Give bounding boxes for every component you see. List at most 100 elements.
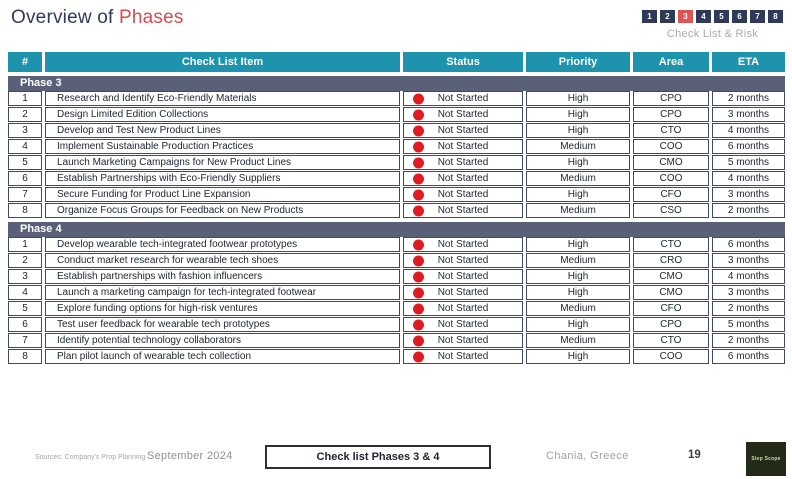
cell-priority: High (526, 269, 630, 284)
cell-eta: 2 months (712, 301, 785, 316)
cell-status: Not Started (403, 333, 523, 348)
pager-tab-2[interactable]: 2 (660, 10, 675, 23)
table-row: 8 Organize Focus Groups for Feedback on N… (8, 203, 785, 218)
cell-area: CTO (633, 123, 709, 138)
cell-status: Not Started (403, 91, 523, 106)
cell-area: CPO (633, 317, 709, 332)
status-label: Not Started (437, 287, 489, 298)
cell-checklist-item: Secure Funding for Product Line Expansio… (45, 187, 400, 202)
section-rows: 1 Develop wearable tech-integrated footwe… (8, 237, 785, 364)
cell-checklist-item: Develop and Test New Product Lines (45, 123, 400, 138)
header-eta: ETA (712, 52, 785, 72)
cell-checklist-item: Develop wearable tech-integrated footwea… (45, 237, 400, 252)
header-area: Area (633, 52, 709, 72)
cell-row-number: 2 (8, 253, 42, 268)
cell-status: Not Started (403, 155, 523, 170)
cell-area: CSO (633, 203, 709, 218)
status-label: Not Started (437, 157, 489, 168)
status-dot-icon (413, 255, 424, 266)
table-row: 2 Conduct market research for wearable te… (8, 253, 785, 268)
cell-status: Not Started (403, 349, 523, 364)
header-item: Check List Item (45, 52, 400, 72)
status-dot-icon (413, 271, 424, 282)
cell-priority: High (526, 285, 630, 300)
pager-tab-6[interactable]: 6 (732, 10, 747, 23)
cell-status: Not Started (403, 107, 523, 122)
pager-tab-3[interactable]: 3 (678, 10, 693, 23)
table-row: 7 Secure Funding for Product Line Expansi… (8, 187, 785, 202)
header-status: Status (403, 52, 523, 72)
cell-priority: High (526, 107, 630, 122)
cell-priority: High (526, 237, 630, 252)
cell-status: Not Started (403, 285, 523, 300)
pager-tab-4[interactable]: 4 (696, 10, 711, 23)
cell-checklist-item: Research and Identify Eco-Friendly Mater… (45, 91, 400, 106)
cell-eta: 4 months (712, 171, 785, 186)
status-dot-icon (413, 125, 424, 136)
cell-checklist-item: Launch Marketing Campaigns for New Produ… (45, 155, 400, 170)
section-rows: 1 Research and Identify Eco-Friendly Mate… (8, 91, 785, 218)
title-highlight: Phases (119, 7, 184, 28)
cell-checklist-item: Launch a marketing campaign for tech-int… (45, 285, 400, 300)
status-dot-icon (413, 157, 424, 168)
cell-row-number: 6 (8, 317, 42, 332)
status-label: Not Started (437, 239, 489, 250)
table-row: 4 Implement Sustainable Production Practi… (8, 139, 785, 154)
cell-priority: High (526, 91, 630, 106)
table-row: 7 Identify potential technology collabora… (8, 333, 785, 348)
status-dot-icon (413, 189, 424, 200)
cell-priority: Medium (526, 301, 630, 316)
status-label: Not Started (437, 141, 489, 152)
cell-status: Not Started (403, 301, 523, 316)
header-num: # (8, 52, 42, 72)
cell-area: CTO (633, 333, 709, 348)
pager-tab-7[interactable]: 7 (750, 10, 765, 23)
cell-priority: High (526, 155, 630, 170)
status-label: Not Started (437, 93, 489, 104)
cell-status: Not Started (403, 253, 523, 268)
table-row: 3 Establish partnerships with fashion inf… (8, 269, 785, 284)
cell-eta: 3 months (712, 107, 785, 122)
cell-area: CRO (633, 253, 709, 268)
status-label: Not Started (437, 271, 489, 282)
cell-priority: Medium (526, 203, 630, 218)
cell-priority: High (526, 123, 630, 138)
status-label: Not Started (437, 189, 489, 200)
cell-eta: 4 months (712, 269, 785, 284)
status-label: Not Started (437, 303, 489, 314)
pager-tab-1[interactable]: 1 (642, 10, 657, 23)
brand-logo: Step Scope (746, 442, 786, 476)
status-dot-icon (413, 205, 424, 216)
status-dot-icon (413, 319, 424, 330)
cell-area: CMO (633, 269, 709, 284)
cell-area: CMO (633, 155, 709, 170)
pager-caption: Check List & Risk (666, 28, 759, 40)
footer: Sources: Company's Prop Planning Septemb… (0, 440, 792, 479)
cell-row-number: 2 (8, 107, 42, 122)
header-priority: Priority (526, 52, 630, 72)
pager-tab-8[interactable]: 8 (768, 10, 783, 23)
cell-area: CPO (633, 91, 709, 106)
status-dot-icon (413, 93, 424, 104)
cell-checklist-item: Identify potential technology collaborat… (45, 333, 400, 348)
cell-checklist-item: Establish Partnerships with Eco-Friendly… (45, 171, 400, 186)
footer-date: September 2024 (147, 450, 233, 462)
table-row: 5 Launch Marketing Campaigns for New Prod… (8, 155, 785, 170)
cell-eta: 2 months (712, 91, 785, 106)
cell-checklist-item: Establish partnerships with fashion infl… (45, 269, 400, 284)
sources-note: Sources: Company's Prop Planning (35, 454, 146, 461)
cell-area: CMO (633, 285, 709, 300)
cell-status: Not Started (403, 187, 523, 202)
cell-area: COO (633, 139, 709, 154)
table-row: 6 Establish Partnerships with Eco-Friendl… (8, 171, 785, 186)
status-label: Not Started (437, 109, 489, 120)
cell-checklist-item: Test user feedback for wearable tech pro… (45, 317, 400, 332)
table-row: 1 Develop wearable tech-integrated footwe… (8, 237, 785, 252)
cell-area: CFO (633, 187, 709, 202)
footer-section-label: Check list Phases 3 & 4 (265, 445, 491, 469)
pager-tab-5[interactable]: 5 (714, 10, 729, 23)
status-dot-icon (413, 287, 424, 298)
cell-row-number: 5 (8, 155, 42, 170)
status-label: Not Started (437, 125, 489, 136)
